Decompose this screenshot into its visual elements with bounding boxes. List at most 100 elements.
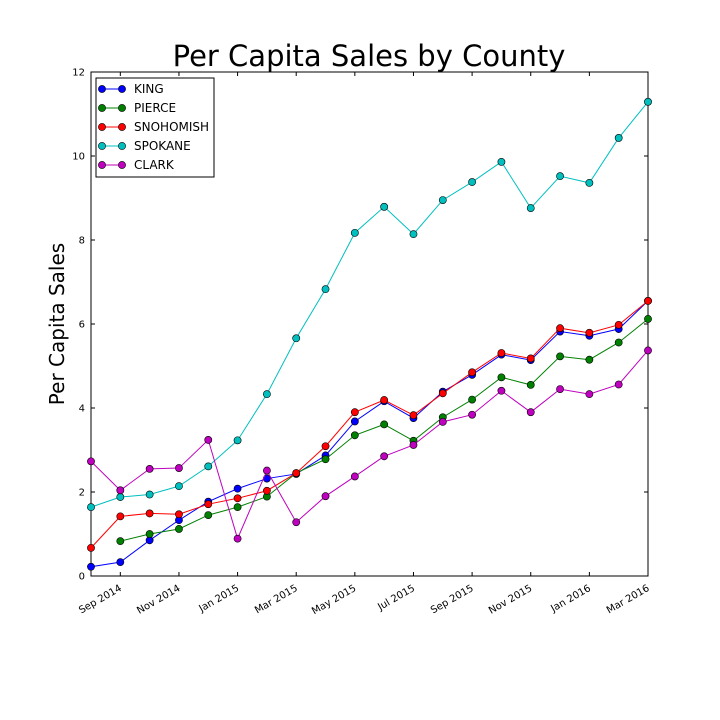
data-point-clark (438, 417, 447, 426)
data-point-clark (321, 492, 330, 501)
data-point-clark (233, 534, 242, 543)
data-point-clark (204, 436, 213, 444)
data-point-snohomish (321, 442, 330, 451)
data-point-clark (145, 464, 154, 473)
data-point-snohomish (497, 349, 506, 357)
data-point-spokane (175, 482, 183, 491)
series-pierce (116, 315, 652, 546)
data-point-spokane (468, 178, 477, 186)
data-point-spokane (145, 490, 154, 499)
data-point-snohomish (145, 509, 154, 518)
data-point-snohomish (380, 396, 389, 404)
legend-marker (98, 123, 106, 131)
data-point-pierce (350, 431, 359, 440)
data-point-snohomish (116, 512, 125, 521)
data-point-clark (644, 346, 652, 355)
data-point-clark (380, 452, 389, 461)
series-line-king (90, 300, 649, 568)
data-point-snohomish (175, 510, 183, 519)
data-point-clark (468, 410, 477, 419)
legend-marker (98, 85, 106, 93)
x-tick-label: May 2015 (310, 583, 358, 617)
x-tick-label: Nov 2014 (135, 583, 182, 617)
data-point-clark (585, 390, 594, 399)
data-point-snohomish (526, 354, 535, 363)
legend-marker (98, 161, 106, 169)
legend-label: SPOKANE (134, 139, 191, 153)
data-point-clark (409, 441, 418, 449)
data-point-spokane (321, 285, 330, 294)
legend-marker (98, 104, 106, 112)
data-point-clark (350, 472, 359, 481)
legend-marker (118, 142, 126, 150)
y-axis-label: Per Capita Sales (45, 243, 69, 405)
data-point-spokane (262, 390, 271, 399)
data-point-pierce (556, 352, 564, 361)
data-point-pierce (204, 511, 213, 519)
data-point-spokane (116, 493, 125, 501)
data-point-snohomish (409, 411, 418, 420)
legend-item-king: KING (98, 82, 164, 96)
data-point-snohomish (87, 543, 95, 552)
x-tick-label: Jan 2015 (197, 583, 242, 615)
series-line-spokane (90, 101, 649, 508)
data-point-pierce (497, 373, 506, 382)
data-point-clark (614, 380, 623, 389)
data-point-spokane (585, 178, 594, 187)
y-tick-label: 0 (79, 572, 85, 583)
data-point-clark (175, 464, 183, 472)
series-king (87, 296, 652, 571)
legend-item-pierce: PIERCE (98, 101, 176, 115)
data-point-snohomish (292, 469, 301, 477)
data-point-pierce (175, 525, 183, 533)
data-point-clark (526, 408, 535, 417)
series-line-pierce (120, 318, 649, 542)
data-point-pierce (321, 455, 330, 464)
legend: KING PIERCE SNOHOMISH SPOKANE CLARK (95, 77, 215, 178)
data-point-clark (497, 386, 506, 395)
data-point-snohomish (468, 368, 477, 377)
legend-label: PIERCE (134, 101, 176, 115)
data-point-spokane (556, 172, 564, 181)
series-snohomish (87, 296, 652, 552)
data-point-clark (556, 385, 564, 393)
data-point-pierce (468, 395, 477, 404)
y-tick-label: 4 (79, 404, 85, 415)
data-point-pierce (145, 530, 154, 538)
data-point-snohomish (204, 500, 213, 509)
x-tick-label: Jul 2015 (375, 583, 417, 613)
data-point-snohomish (644, 296, 652, 305)
legend-item-snohomish: SNOHOMISH (98, 120, 209, 134)
y-tick-label: 6 (79, 320, 85, 331)
data-point-clark (292, 518, 301, 527)
x-tick-label: Nov 2015 (487, 583, 534, 617)
legend-item-spokane: SPOKANE (98, 139, 191, 153)
data-point-pierce (116, 537, 125, 546)
legend-label: SNOHOMISH (134, 120, 209, 134)
x-tick-label: Sep 2014 (77, 583, 124, 616)
data-point-clark (87, 457, 95, 466)
chart-title: Per Capita Sales by County (173, 39, 566, 73)
data-point-spokane (204, 462, 213, 471)
legend-marker (98, 142, 106, 150)
x-tick-label: Mar 2015 (253, 583, 300, 616)
data-point-snohomish (614, 320, 623, 329)
data-point-king (350, 417, 359, 426)
y-tick-label: 12 (72, 68, 85, 79)
data-point-pierce (585, 355, 594, 364)
series-line-snohomish (90, 300, 649, 549)
data-point-spokane (350, 228, 359, 237)
legend-marker (118, 104, 126, 112)
series-clark (87, 346, 652, 543)
data-point-pierce (614, 338, 623, 347)
legend-marker (118, 161, 126, 169)
data-point-snohomish (438, 389, 447, 398)
data-point-snohomish (350, 408, 359, 417)
data-point-spokane (380, 202, 389, 211)
data-point-spokane (409, 230, 418, 239)
y-tick-label: 10 (72, 152, 85, 163)
data-point-pierce (526, 380, 535, 389)
data-point-spokane (438, 196, 447, 204)
data-point-king (87, 562, 95, 571)
